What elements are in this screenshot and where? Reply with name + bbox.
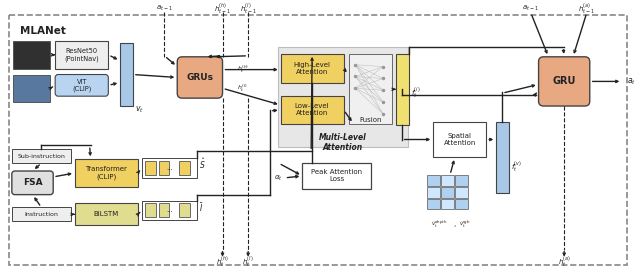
FancyBboxPatch shape: [455, 187, 468, 198]
FancyBboxPatch shape: [496, 122, 509, 193]
Text: $h_t^{(l)}$: $h_t^{(l)}$: [243, 254, 254, 269]
FancyBboxPatch shape: [13, 41, 50, 69]
FancyBboxPatch shape: [433, 122, 486, 157]
Text: Low-Level
Attention: Low-Level Attention: [295, 104, 330, 117]
FancyBboxPatch shape: [12, 171, 53, 195]
Text: $\tilde{v}_t^{rgb}$: $\tilde{v}_t^{rgb}$: [459, 218, 470, 230]
FancyBboxPatch shape: [441, 199, 454, 209]
FancyBboxPatch shape: [179, 161, 190, 175]
Text: Spatial
Attention: Spatial Attention: [444, 133, 476, 146]
FancyBboxPatch shape: [75, 204, 138, 225]
FancyBboxPatch shape: [75, 159, 138, 187]
FancyBboxPatch shape: [302, 163, 371, 189]
Text: Multi-Level
Attention: Multi-Level Attention: [319, 133, 367, 152]
Text: BiLSTM: BiLSTM: [93, 211, 119, 217]
Text: $f_t^{(i)}$: $f_t^{(i)}$: [411, 85, 420, 100]
FancyBboxPatch shape: [12, 207, 71, 221]
Text: ...: ...: [166, 207, 173, 213]
FancyBboxPatch shape: [428, 175, 440, 186]
Text: MLANet: MLANet: [20, 26, 65, 36]
FancyBboxPatch shape: [396, 54, 408, 125]
FancyBboxPatch shape: [159, 161, 170, 175]
FancyBboxPatch shape: [280, 54, 344, 83]
Text: $h_{t-1}^{(h)}$: $h_{t-1}^{(h)}$: [214, 1, 231, 16]
FancyBboxPatch shape: [455, 175, 468, 186]
Text: Sub-instruction: Sub-instruction: [17, 154, 65, 159]
Text: $\alpha_t$: $\alpha_t$: [275, 174, 283, 183]
Text: GRUs: GRUs: [186, 73, 213, 82]
Text: $f_t^{(v)}$: $f_t^{(v)}$: [511, 159, 522, 173]
Text: GRU: GRU: [552, 76, 576, 86]
FancyBboxPatch shape: [349, 54, 392, 124]
Text: $h_t^{(a)}$: $h_t^{(a)}$: [557, 254, 571, 269]
Text: $h_t^{(l)}$: $h_t^{(l)}$: [237, 83, 248, 94]
FancyBboxPatch shape: [12, 149, 71, 163]
FancyBboxPatch shape: [145, 204, 156, 217]
FancyBboxPatch shape: [120, 43, 133, 106]
Text: $h_{t-1}^{(l)}$: $h_{t-1}^{(l)}$: [239, 1, 257, 16]
Text: $\hat{S}$: $\hat{S}$: [199, 157, 205, 171]
FancyBboxPatch shape: [13, 75, 50, 102]
Text: $h_{t-1}^{(a)}$: $h_{t-1}^{(a)}$: [579, 1, 595, 16]
Text: $a_t$: $a_t$: [627, 76, 636, 87]
Text: ...: ...: [166, 165, 173, 171]
FancyBboxPatch shape: [145, 161, 156, 175]
Text: ResNet50
(PointNav): ResNet50 (PointNav): [65, 48, 99, 62]
FancyBboxPatch shape: [177, 57, 223, 98]
FancyBboxPatch shape: [441, 187, 454, 198]
FancyBboxPatch shape: [539, 57, 590, 106]
Text: Transformer
(CLIP): Transformer (CLIP): [85, 166, 127, 180]
Text: $v_t$: $v_t$: [135, 105, 144, 115]
Text: $h_t^{(h)}$: $h_t^{(h)}$: [237, 64, 250, 75]
FancyBboxPatch shape: [441, 175, 454, 186]
FancyBboxPatch shape: [55, 41, 108, 69]
FancyBboxPatch shape: [179, 204, 190, 217]
Text: Fusion: Fusion: [359, 117, 381, 123]
Text: FSA: FSA: [22, 178, 42, 187]
FancyBboxPatch shape: [159, 204, 170, 217]
Text: ,: ,: [454, 221, 456, 227]
Text: $a_{t-1}$: $a_{t-1}$: [522, 4, 539, 13]
Text: ViT
(CLIP): ViT (CLIP): [72, 79, 92, 92]
Text: $h_t^{(h)}$: $h_t^{(h)}$: [216, 254, 229, 269]
FancyBboxPatch shape: [428, 187, 440, 198]
FancyBboxPatch shape: [280, 96, 344, 124]
Text: Peak Attention
Loss: Peak Attention Loss: [311, 169, 362, 182]
Text: $a_{t-1}$: $a_{t-1}$: [156, 4, 173, 13]
FancyBboxPatch shape: [428, 199, 440, 209]
Text: Instruction: Instruction: [24, 212, 58, 217]
Text: $\tilde{v}_t^{depth}$: $\tilde{v}_t^{depth}$: [431, 218, 447, 230]
Text: $\bar{I}$: $\bar{I}$: [199, 201, 204, 214]
FancyBboxPatch shape: [455, 199, 468, 209]
FancyBboxPatch shape: [55, 75, 108, 96]
FancyBboxPatch shape: [278, 47, 408, 147]
Text: High-Level
Attention: High-Level Attention: [294, 62, 331, 75]
